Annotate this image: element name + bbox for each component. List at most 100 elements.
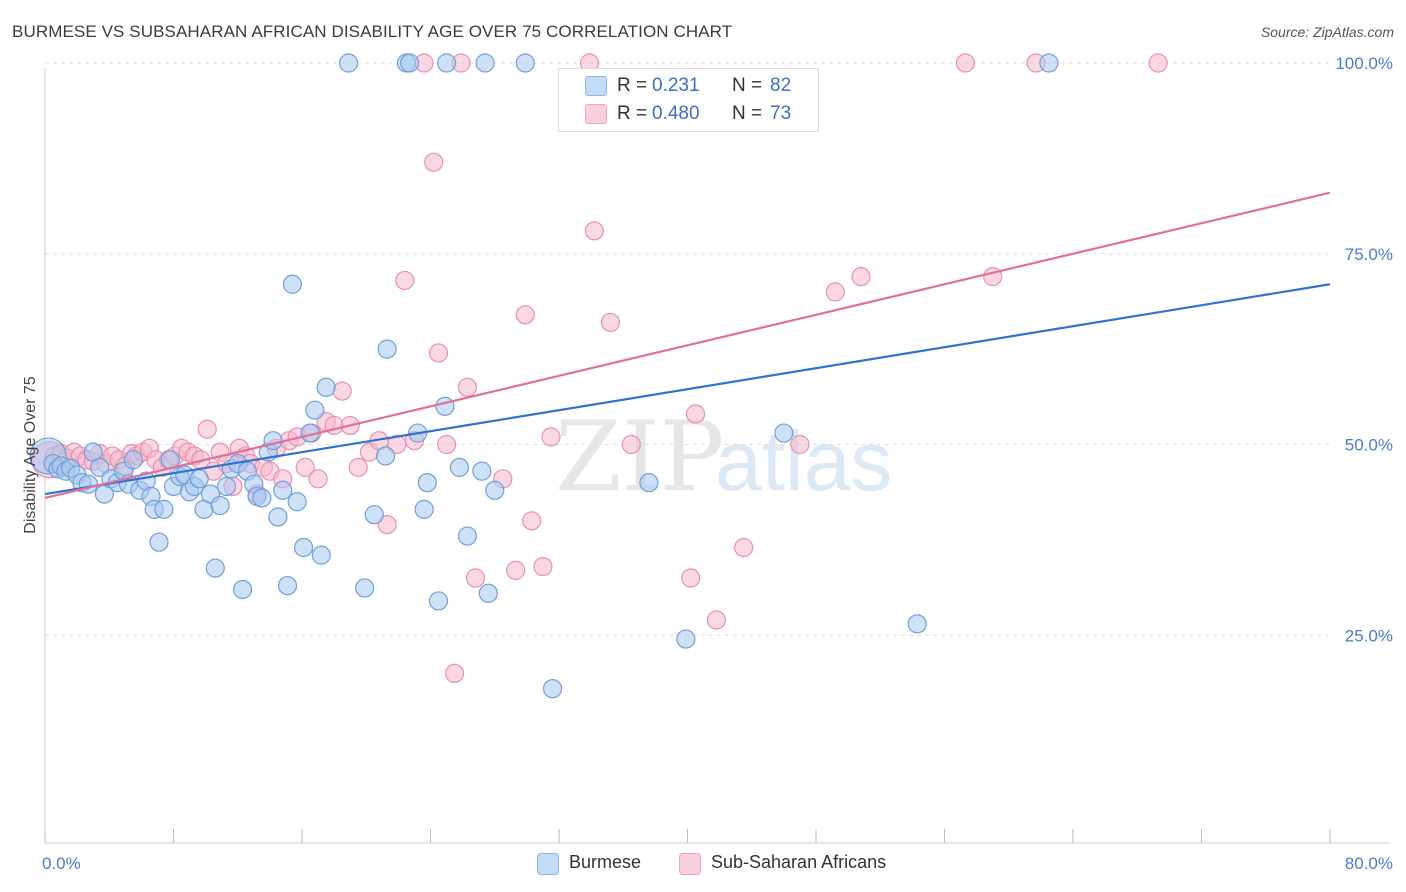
point-burmese bbox=[154, 499, 174, 519]
point-burmese bbox=[435, 396, 455, 416]
point-subsaharan bbox=[955, 53, 975, 73]
y-tick-label: 50.0% bbox=[1345, 436, 1393, 455]
y-axis-label: Disability Age Over 75 bbox=[22, 376, 39, 534]
legend-swatch-subsaharan bbox=[679, 853, 701, 875]
point-subsaharan bbox=[465, 568, 486, 588]
point-subsaharan bbox=[825, 282, 845, 302]
point-burmese bbox=[475, 53, 495, 73]
point-subsaharan bbox=[506, 560, 526, 580]
point-subsaharan bbox=[348, 457, 368, 477]
watermark: ZIP atlas bbox=[555, 401, 892, 513]
point-subsaharan bbox=[428, 343, 449, 363]
point-burmese bbox=[287, 492, 307, 512]
point-subsaharan bbox=[377, 515, 397, 535]
point-subsaharan bbox=[332, 381, 352, 401]
legend-r-value-subsaharan: 0.480 bbox=[652, 103, 700, 124]
point-burmese bbox=[375, 446, 396, 466]
point-burmese bbox=[277, 576, 298, 596]
trend-line-subsaharan bbox=[44, 191, 1331, 499]
point-burmese bbox=[449, 457, 470, 477]
point-subsaharan bbox=[395, 270, 415, 291]
point-subsaharan bbox=[1148, 53, 1168, 73]
point-burmese bbox=[305, 400, 325, 420]
trend-line-burmese bbox=[44, 283, 1331, 496]
x-tick-label: 80.0% bbox=[1345, 854, 1393, 873]
point-subsaharan bbox=[584, 221, 604, 241]
point-subsaharan bbox=[621, 434, 641, 455]
y-tick-label: 100.0% bbox=[1335, 54, 1393, 73]
point-subsaharan bbox=[436, 434, 457, 455]
trend-lines bbox=[44, 191, 1331, 499]
point-burmese bbox=[311, 545, 331, 565]
point-burmese bbox=[414, 499, 434, 519]
legend-r-label: R = bbox=[617, 103, 648, 124]
point-subsaharan bbox=[706, 610, 727, 630]
point-burmese bbox=[1039, 53, 1059, 73]
legend-swatch-burmese bbox=[537, 853, 559, 875]
chart-title: BURMESE VS SUBSAHARAN AFRICAN DISABILITY… bbox=[12, 22, 733, 41]
y-tick-label: 25.0% bbox=[1345, 626, 1393, 645]
point-burmese bbox=[485, 480, 505, 500]
legend-r-value-burmese: 0.231 bbox=[652, 75, 700, 96]
point-burmese bbox=[428, 591, 449, 611]
point-burmese bbox=[364, 505, 384, 525]
point-burmese bbox=[268, 507, 288, 527]
point-burmese bbox=[316, 377, 336, 397]
y-tick-label: 75.0% bbox=[1345, 245, 1393, 264]
tick-labels: 25.0% 50.0% 75.0% 100.0% 0.0% 80.0% bbox=[42, 54, 1393, 873]
point-burmese bbox=[282, 274, 302, 294]
legend-label-burmese: Burmese bbox=[569, 852, 642, 872]
legend-n-value-burmese: 82 bbox=[770, 75, 792, 96]
grid-lines bbox=[45, 62, 1330, 636]
point-subsaharan bbox=[308, 469, 328, 489]
source-credit: Source: ZipAtlas.com bbox=[1260, 24, 1394, 40]
point-burmese bbox=[232, 579, 253, 600]
point-burmese bbox=[639, 473, 659, 493]
legend-n-label: N = bbox=[732, 103, 763, 124]
point-subsaharan bbox=[790, 434, 810, 455]
point-burmese bbox=[676, 629, 696, 649]
point-burmese bbox=[515, 53, 535, 73]
point-subsaharan bbox=[533, 556, 553, 577]
point-burmese bbox=[377, 339, 397, 359]
point-subsaharan bbox=[444, 663, 465, 684]
point-subsaharan bbox=[457, 377, 478, 397]
point-burmese bbox=[210, 495, 230, 516]
legend-swatch-subsaharan bbox=[585, 104, 607, 124]
point-burmese bbox=[472, 461, 492, 481]
legend-label-subsaharan: Sub-Saharan Africans bbox=[711, 852, 887, 872]
point-subsaharan bbox=[541, 427, 561, 447]
point-subsaharan bbox=[685, 404, 706, 424]
point-burmese bbox=[907, 614, 927, 634]
point-burmese bbox=[457, 526, 478, 546]
point-burmese bbox=[417, 473, 437, 493]
point-subsaharan bbox=[424, 152, 444, 172]
point-burmese bbox=[252, 488, 272, 508]
legend-n-value-subsaharan: 73 bbox=[770, 103, 792, 124]
point-burmese bbox=[78, 474, 98, 494]
watermark-atlas: atlas bbox=[715, 414, 892, 508]
point-subsaharan bbox=[515, 305, 535, 325]
point-subsaharan bbox=[851, 267, 871, 287]
point-burmese bbox=[273, 480, 293, 500]
point-subsaharan bbox=[197, 419, 217, 439]
point-burmese bbox=[123, 450, 143, 470]
point-subsaharan bbox=[734, 537, 754, 558]
point-subsaharan bbox=[522, 511, 542, 531]
point-burmese bbox=[294, 537, 314, 558]
series-burmese-points bbox=[29, 53, 1059, 699]
legend-swatch-burmese bbox=[585, 76, 607, 96]
point-burmese bbox=[263, 431, 283, 451]
point-burmese bbox=[205, 558, 225, 578]
legend-n-label: N = bbox=[732, 75, 763, 96]
point-burmese bbox=[478, 583, 498, 603]
x-tick-label: 0.0% bbox=[42, 854, 81, 873]
point-burmese bbox=[338, 53, 359, 73]
point-burmese bbox=[542, 679, 563, 699]
legend-r-label: R = bbox=[617, 75, 648, 96]
point-burmese bbox=[436, 53, 457, 73]
stats-legend: R = 0.231 N = 82 R = 0.480 N = 73 bbox=[558, 68, 819, 132]
point-burmese bbox=[216, 476, 237, 497]
series-subsaharan-points bbox=[31, 53, 1168, 684]
